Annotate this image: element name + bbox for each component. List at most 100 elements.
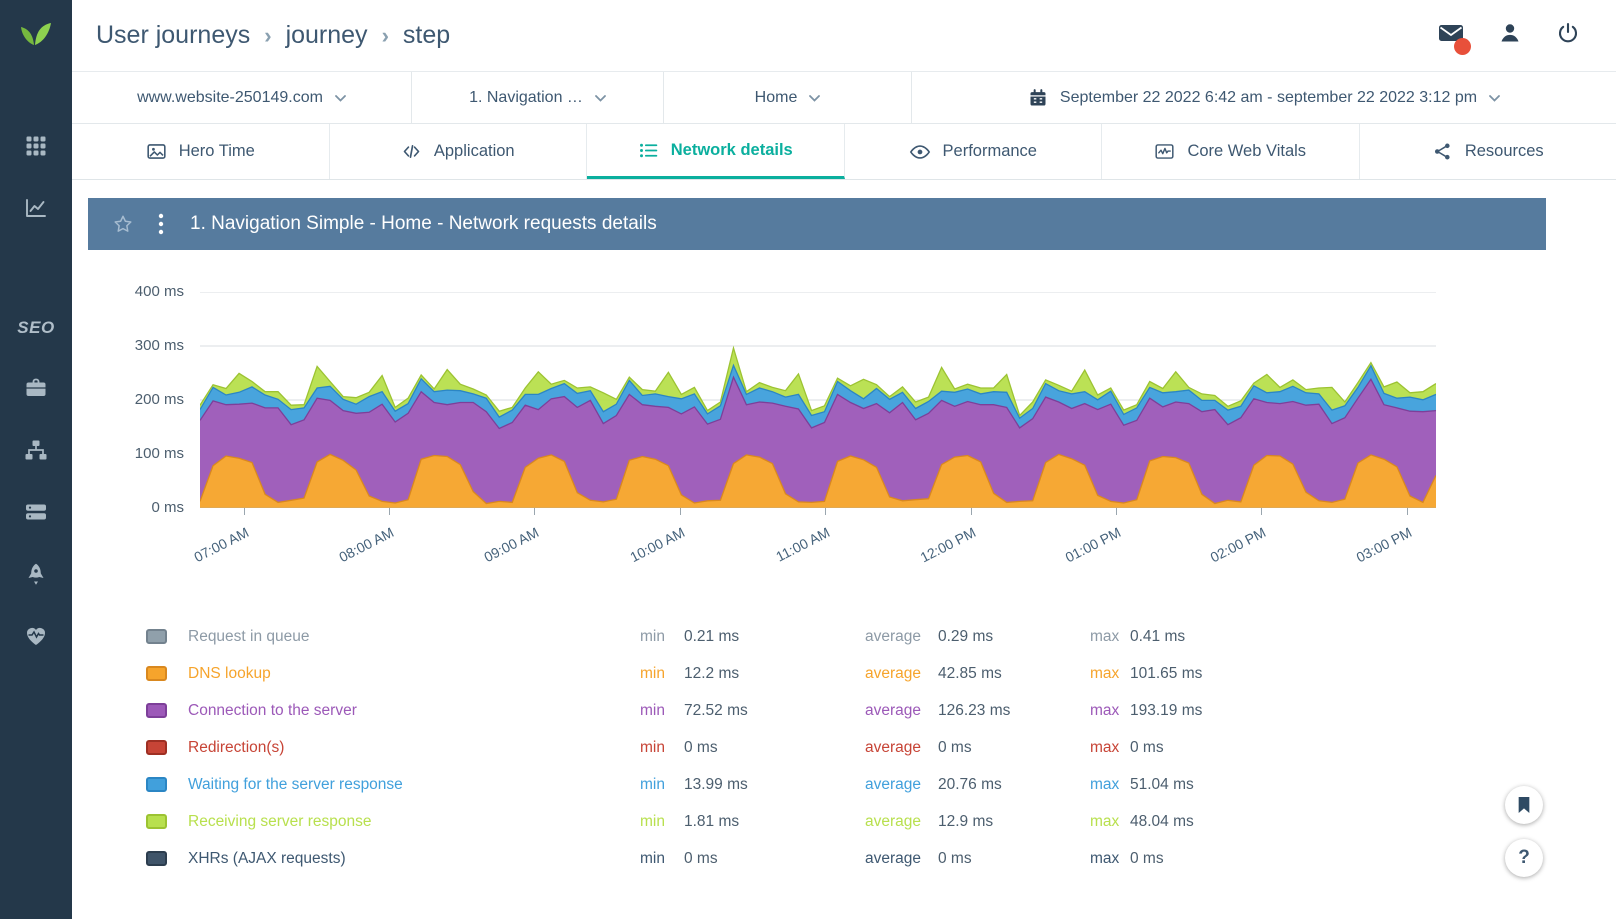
logo-icon: [21, 23, 51, 45]
sidebar: SEO: [0, 0, 72, 919]
favorite-star-icon[interactable]: [112, 213, 134, 235]
messages-button[interactable]: [1438, 22, 1471, 55]
legend-row: Connection to the server min 72.52 ms avera…: [88, 692, 1546, 729]
top-header: User journeys › journey › step: [72, 0, 1616, 72]
tab-performance[interactable]: Performance: [844, 124, 1102, 179]
power-icon: [1556, 21, 1580, 50]
legend-label: Request in queue: [188, 627, 310, 645]
legend-label: Redirection(s): [188, 738, 285, 756]
filter-website-value: www.website-250149.com: [137, 88, 323, 106]
tab-bar: Hero Time Application Network details Perfo…: [72, 124, 1616, 180]
image-icon: [146, 141, 167, 162]
app-logo[interactable]: [0, 0, 72, 72]
legend-row: XHRs (AJAX requests) min 0 ms average 0 ms ma…: [88, 840, 1546, 877]
x-axis-label: 09:00 AM: [481, 524, 542, 566]
breadcrumb-item-0[interactable]: User journeys: [96, 21, 251, 49]
bookmark-button[interactable]: [1505, 786, 1543, 824]
legend-swatch: [146, 851, 167, 866]
legend-swatch: [146, 740, 167, 755]
legend-swatch: [146, 629, 167, 644]
mail-icon: [1438, 22, 1464, 49]
help-button[interactable]: ?: [1505, 839, 1543, 877]
tab-label: Resources: [1464, 142, 1544, 160]
x-axis-tick: [1406, 508, 1408, 515]
legend-label: Receiving server response: [188, 812, 372, 830]
breadcrumb-item-2[interactable]: step: [402, 21, 451, 49]
legend-row: DNS lookup min 12.2 ms average 42.85 ms max 10…: [88, 655, 1546, 692]
y-axis-labels: 400 ms 300 ms 200 ms 100 ms 0 ms: [88, 283, 200, 516]
filter-journey-value: 1. Navigation …: [469, 88, 583, 106]
x-axis-label: 07:00 AM: [190, 524, 251, 566]
legend-min-word: min: [640, 627, 665, 645]
tab-core-web-vitals[interactable]: Core Web Vitals: [1102, 124, 1360, 179]
tab-label: Application: [433, 142, 515, 160]
legend-swatch: [146, 777, 167, 792]
legend-max-word: max: [1090, 738, 1120, 756]
sidebar-item-health[interactable]: [23, 626, 49, 650]
x-axis-label: 02:00 PM: [1208, 524, 1269, 566]
sidebar-item-seo[interactable]: SEO: [17, 316, 54, 340]
breadcrumb-separator: ›: [381, 22, 389, 48]
tab-network-details[interactable]: Network details: [587, 124, 845, 179]
legend-min-value: 13.99 ms: [684, 775, 748, 793]
legend-average-value: 42.85 ms: [938, 664, 1002, 682]
x-axis-tick: [679, 508, 681, 515]
filter-daterange-value: September 22 2022 6:42 am - september 22…: [1059, 88, 1478, 106]
filter-website-dropdown[interactable]: www.website-250149.com: [72, 72, 412, 123]
chart-area: 400 ms 300 ms 200 ms 100 ms 0 ms: [88, 283, 1546, 516]
legend-max-value: 193.19 ms: [1130, 701, 1203, 719]
x-axis-label: 11:00 AM: [773, 524, 833, 565]
tab-application[interactable]: Application: [329, 124, 587, 179]
tab-hero-time[interactable]: Hero Time: [72, 124, 330, 179]
sidebar-item-speed[interactable]: [23, 563, 49, 588]
legend-min-word: min: [640, 701, 665, 719]
chevron-down-icon: [1489, 95, 1500, 102]
legend-max-word: max: [1090, 775, 1120, 793]
panel-menu-icon[interactable]: [158, 213, 164, 235]
legend-min-word: min: [640, 664, 665, 682]
tab-resources[interactable]: Resources: [1359, 124, 1616, 179]
chart-legend: Request in queue min 0.21 ms average 0.29 ms…: [88, 618, 1546, 897]
legend-average-word: average: [865, 738, 922, 756]
legend-min-word: min: [640, 849, 665, 867]
breadcrumb-item-1[interactable]: journey: [285, 21, 368, 49]
legend-label: XHRs (AJAX requests): [188, 849, 346, 867]
filter-journey-dropdown[interactable]: 1. Navigation …: [412, 72, 664, 123]
logout-button[interactable]: [1556, 21, 1580, 50]
filter-bar: www.website-250149.com 1. Navigation … Hom…: [72, 72, 1616, 124]
network-details-panel: 1. Navigation Simple - Home - Network re…: [88, 198, 1546, 897]
filter-daterange-dropdown[interactable]: September 22 2022 6:42 am - september 22…: [912, 72, 1616, 123]
resources-icon: [1432, 141, 1453, 162]
account-button[interactable]: [1498, 21, 1522, 50]
heart-icon: [24, 624, 48, 653]
x-axis-label: 12:00 PM: [917, 524, 978, 566]
code-icon: [401, 141, 422, 162]
legend-row: Request in queue min 0.21 ms average 0.29 ms…: [88, 618, 1546, 655]
vitals-icon: [1154, 141, 1175, 162]
sidebar-item-structure[interactable]: [23, 440, 49, 464]
filter-step-dropdown[interactable]: Home: [664, 72, 912, 123]
tab-label: Core Web Vitals: [1187, 142, 1307, 160]
sidebar-item-apps-menu[interactable]: [23, 136, 49, 160]
sidebar-item-servers[interactable]: [23, 502, 49, 526]
y-axis-label: 300 ms: [134, 337, 184, 354]
sidebar-item-dashboards[interactable]: [23, 198, 49, 222]
x-axis-tick: [388, 508, 390, 515]
list-icon: [638, 140, 659, 161]
stacked-area-chart[interactable]: [200, 292, 1436, 508]
breadcrumb-separator: ›: [264, 22, 272, 48]
breadcrumb: User journeys › journey › step: [96, 21, 450, 50]
server-icon: [24, 500, 48, 529]
chartline-icon: [24, 196, 48, 225]
sidebar-item-toolkit[interactable]: [23, 378, 49, 402]
legend-average-value: 126.23 ms: [938, 701, 1011, 719]
legend-swatch: [146, 703, 167, 718]
chart-right-spacer: [1436, 292, 1546, 508]
x-axis-tick: [970, 508, 972, 515]
sitemap-icon: [24, 438, 48, 467]
tab-label: Performance: [942, 142, 1037, 160]
legend-average-value: 0 ms: [938, 849, 972, 867]
legend-min-value: 1.81 ms: [684, 812, 740, 830]
x-axis-tick: [534, 508, 536, 515]
